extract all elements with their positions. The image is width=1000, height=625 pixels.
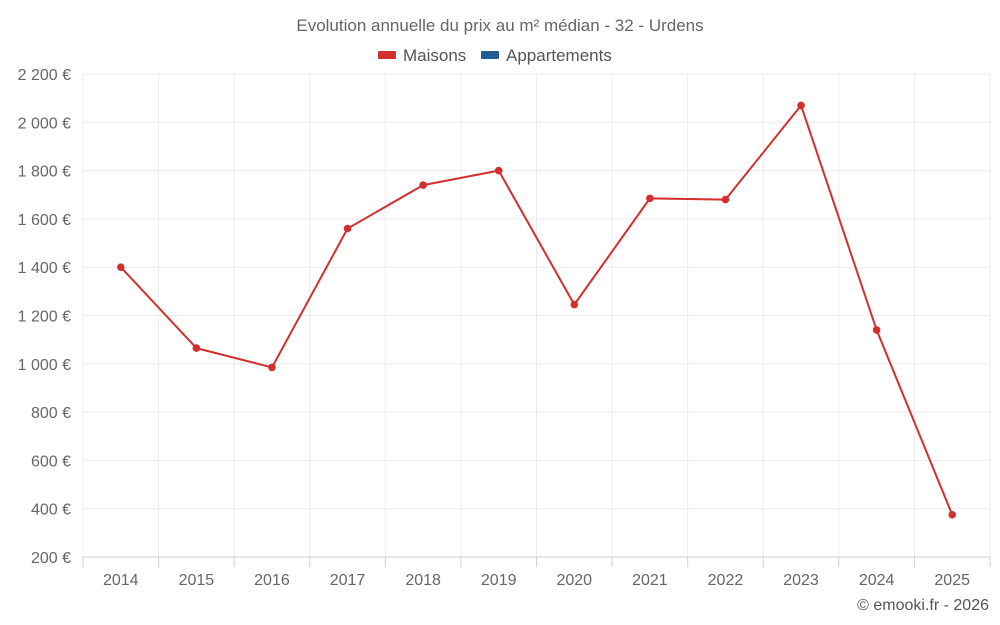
- legend-item-appartements[interactable]: Appartements: [481, 46, 612, 65]
- credit-text: © emooki.fr - 2026: [857, 597, 989, 614]
- y-tick-label: 800 €: [31, 405, 71, 422]
- x-tick-label: 2018: [405, 572, 441, 589]
- data-point-2015[interactable]: [192, 344, 201, 352]
- data-point-2025[interactable]: [948, 510, 957, 519]
- y-axis: 200 € 400 € 600 € 800 € 1 000 € 1 200 € 1 400 …: [18, 67, 71, 567]
- y-tick-label: 400 €: [31, 502, 71, 519]
- y-tick-label: 1 400 €: [18, 260, 71, 277]
- data-point-2017[interactable]: [343, 224, 352, 233]
- legend-swatch-maisons: [378, 51, 396, 59]
- y-tick-label: 1 600 €: [18, 212, 71, 229]
- y-tick-label: 2 000 €: [18, 115, 71, 132]
- data-point-2024[interactable]: [872, 326, 881, 334]
- data-point-2023[interactable]: [797, 101, 805, 110]
- y-tick-label: 200 €: [31, 550, 71, 567]
- y-tick-label: 1 000 €: [18, 357, 71, 374]
- x-tick-label: 2019: [481, 572, 517, 589]
- y-tick-label: 1 800 €: [18, 164, 71, 181]
- x-tick-label: 2022: [708, 572, 744, 589]
- legend-swatch-appartements: [481, 51, 499, 59]
- data-point-2018[interactable]: [419, 181, 427, 189]
- data-point-2014[interactable]: [116, 263, 125, 272]
- x-tick-label: 2017: [330, 572, 366, 589]
- legend: Maisons Appartements: [378, 46, 612, 65]
- x-tick-label: 2025: [934, 572, 970, 589]
- x-tick-label: 2020: [556, 572, 592, 589]
- grid: [82, 73, 991, 558]
- chart-title: Evolution annuelle du prix au m² médian …: [296, 16, 703, 35]
- series-maisons: [116, 101, 957, 519]
- data-point-2016[interactable]: [268, 363, 276, 372]
- data-point-2019[interactable]: [494, 166, 503, 175]
- x-axis: 2014 2015 2016 2017 2018 2019 2020 2021 2022 2023…: [82, 556, 991, 589]
- data-point-2020[interactable]: [570, 300, 579, 309]
- x-tick-label: 2015: [179, 572, 215, 589]
- x-tick-label: 2016: [254, 572, 290, 589]
- x-tick-label: 2021: [632, 572, 668, 589]
- y-tick-label: 600 €: [31, 453, 71, 470]
- x-tick-label: 2024: [859, 572, 895, 589]
- data-point-2021[interactable]: [646, 194, 654, 203]
- legend-item-maisons[interactable]: Maisons: [378, 46, 466, 65]
- y-tick-label: 1 200 €: [18, 309, 71, 326]
- x-tick-label: 2014: [103, 572, 139, 589]
- legend-label-appartements: Appartements: [506, 46, 612, 65]
- data-point-2022[interactable]: [721, 195, 730, 204]
- legend-label-maisons: Maisons: [403, 46, 466, 65]
- x-tick-label: 2023: [783, 572, 819, 589]
- series-line-maisons: [120, 104, 954, 516]
- y-tick-label: 2 200 €: [18, 67, 71, 84]
